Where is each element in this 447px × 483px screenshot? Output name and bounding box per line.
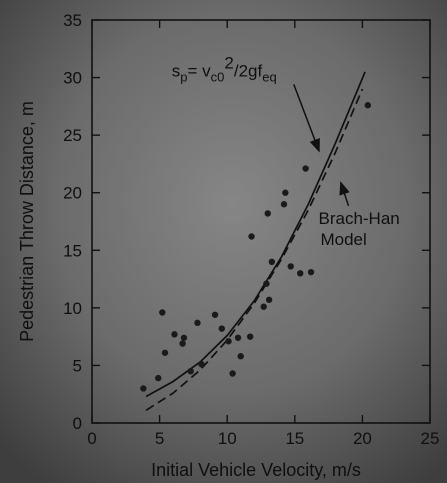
data-point	[155, 374, 162, 382]
data-point	[218, 325, 225, 332]
x-tick-label: 15	[285, 429, 304, 448]
y-tick-label: 10	[63, 299, 82, 318]
formula-part: c0	[211, 69, 225, 84]
formula-part: 2	[224, 53, 233, 72]
y-tick-label: 5	[73, 356, 82, 375]
y-tick-label: 25	[63, 126, 82, 145]
data-point	[161, 349, 169, 356]
data-point	[171, 331, 178, 338]
formula-part: s	[172, 61, 181, 80]
data-point	[211, 311, 219, 318]
data-point	[225, 338, 232, 345]
x-axis-title: Initial Vehicle Velocity, m/s	[151, 460, 361, 480]
data-point	[297, 270, 304, 277]
data-point	[260, 303, 267, 310]
formula-part: /2gf	[234, 61, 263, 80]
plot-frame	[91, 19, 431, 424]
data-point	[307, 268, 315, 276]
y-axis-title: Pedestrian Throw Distance, m	[17, 101, 37, 342]
data-point	[234, 334, 242, 341]
model-label: Brach-Han	[318, 209, 399, 228]
formula-part: = v	[188, 61, 212, 80]
data-point	[237, 353, 244, 360]
y-tick-label: 20	[63, 184, 82, 203]
data-point	[248, 233, 255, 240]
data-point	[187, 367, 194, 375]
x-tick-label: 20	[353, 429, 372, 448]
data-point	[264, 210, 271, 217]
data-point	[194, 319, 201, 327]
data-point	[282, 189, 289, 196]
data-point	[180, 334, 188, 341]
formula-arrow	[293, 84, 320, 153]
data-point	[364, 102, 372, 109]
dashed-curve	[145, 88, 364, 412]
formula-label: sp= vc02/2gfeq	[172, 53, 277, 84]
y-tick-label: 0	[73, 414, 82, 433]
data-point	[198, 361, 205, 368]
plot-area: 0 5 10 15 20 25 0 5 10 15 20 25 30 35 Initial Vehicle …	[17, 11, 439, 480]
y-tick-label: 15	[63, 241, 82, 260]
data-point	[159, 309, 166, 316]
formula-part: eq	[262, 69, 276, 84]
data-point	[302, 165, 309, 172]
data-point	[287, 263, 294, 270]
data-point	[268, 258, 276, 265]
data-point	[179, 340, 186, 347]
model-label: Model	[320, 230, 366, 249]
data-point	[263, 280, 270, 287]
y-tick-label: 35	[63, 11, 82, 30]
x-tick-label: 25	[421, 429, 440, 448]
model-arrow	[339, 181, 350, 207]
x-tick-label: 10	[218, 429, 237, 448]
x-tick-label: 0	[87, 429, 96, 448]
data-point	[265, 296, 273, 303]
data-point	[140, 385, 147, 392]
data-point	[280, 201, 288, 208]
data-point	[229, 370, 236, 377]
y-tick-label: 30	[63, 69, 82, 88]
solid-curve	[145, 71, 366, 398]
data-point	[246, 333, 254, 340]
formula-part: p	[180, 69, 187, 84]
x-tick-label: 5	[155, 429, 164, 448]
